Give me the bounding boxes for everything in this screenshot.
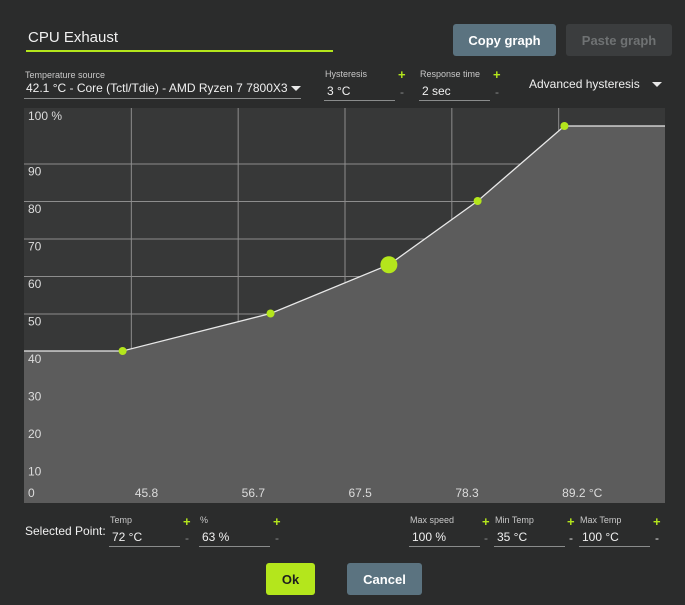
- max-speed-minus-button[interactable]: -: [484, 531, 488, 545]
- max-speed-value: 100 %: [412, 530, 447, 544]
- profile-name-input[interactable]: CPU Exhaust: [26, 28, 333, 52]
- max-temp-minus-button[interactable]: -: [655, 531, 659, 545]
- max-temp-label: Max Temp: [580, 515, 622, 525]
- temp-field[interactable]: 72 °C: [109, 529, 180, 547]
- fan-curve-chart[interactable]: 100 % 90 80 70 60 50 40 30 20 10 0 45.8 56.7 67.5 78.3…: [24, 108, 665, 503]
- selected-curve-point[interactable]: [380, 256, 398, 274]
- temperature-source-label: Temperature source: [25, 70, 106, 80]
- y-tick-label: 100 %: [28, 109, 62, 123]
- percent-plus-button[interactable]: +: [273, 514, 281, 529]
- x-tick-label: 0: [28, 486, 35, 500]
- percent-field[interactable]: 63 %: [199, 529, 270, 547]
- y-tick-label: 40: [28, 352, 42, 366]
- y-tick-label: 60: [28, 277, 42, 291]
- x-tick-label: 45.8: [135, 486, 159, 500]
- x-tick-label: 78.3: [455, 486, 479, 500]
- copy-graph-button[interactable]: Copy graph: [453, 24, 556, 56]
- y-tick-label: 90: [28, 165, 42, 179]
- response-time-label: Response time: [420, 69, 481, 79]
- hysteresis-minus-button[interactable]: -: [400, 85, 404, 99]
- x-tick-label: 56.7: [242, 486, 266, 500]
- percent-label: %: [200, 515, 209, 525]
- x-tick-label: 67.5: [349, 486, 373, 500]
- chevron-down-icon: [652, 82, 662, 87]
- advanced-hysteresis-dropdown[interactable]: Advanced hysteresis: [529, 76, 669, 94]
- hysteresis-label: Hysteresis: [325, 69, 368, 79]
- percent-minus-button[interactable]: -: [275, 531, 279, 545]
- ok-button[interactable]: Ok: [266, 563, 315, 595]
- response-time-plus-button[interactable]: +: [493, 67, 501, 82]
- y-tick-label: 30: [28, 390, 42, 404]
- y-tick-label: 50: [28, 315, 42, 329]
- y-tick-label: 80: [28, 202, 42, 216]
- cancel-button[interactable]: Cancel: [347, 563, 422, 595]
- hysteresis-plus-button[interactable]: +: [398, 67, 406, 82]
- curve-point[interactable]: [118, 347, 127, 355]
- max-speed-field[interactable]: 100 %: [409, 529, 480, 547]
- max-temp-value: 100 °C: [582, 530, 619, 544]
- hysteresis-value: 3 °C: [327, 84, 351, 98]
- response-time-minus-button[interactable]: -: [495, 85, 499, 99]
- temp-plus-button[interactable]: +: [183, 514, 191, 529]
- temperature-source-select[interactable]: 42.1 °C - Core (Tctl/Tdie) - AMD Ryzen 7…: [24, 80, 301, 99]
- response-time-field[interactable]: 2 sec: [419, 83, 490, 101]
- curve-point[interactable]: [473, 197, 482, 205]
- temp-label: Temp: [110, 515, 133, 525]
- axis-labels: 100 % 90 80 70 60 50 40 30 20 10 0 45.8 56.7 67.5 78.3…: [28, 109, 603, 500]
- temp-value: 72 °C: [112, 530, 143, 544]
- curve-point[interactable]: [266, 309, 275, 318]
- y-tick-label: 10: [28, 465, 42, 479]
- temperature-source-value: 42.1 °C - Core (Tctl/Tdie) - AMD Ryzen 7…: [26, 81, 288, 95]
- temp-minus-button[interactable]: -: [185, 531, 189, 545]
- max-temp-field[interactable]: 100 °C: [579, 529, 650, 547]
- min-temp-label: Min Temp: [495, 515, 534, 525]
- chevron-down-icon: [291, 86, 301, 91]
- max-temp-plus-button[interactable]: +: [653, 514, 661, 529]
- y-tick-label: 70: [28, 240, 42, 254]
- max-speed-label: Max speed: [410, 515, 455, 525]
- curve-point[interactable]: [560, 122, 569, 130]
- min-temp-minus-button[interactable]: -: [569, 531, 573, 545]
- selected-point-label: Selected Point:: [25, 524, 106, 538]
- x-tick-label: 89.2 °C: [562, 486, 602, 500]
- hysteresis-field[interactable]: 3 °C: [324, 83, 395, 101]
- percent-value: 63 %: [202, 530, 230, 544]
- advanced-hysteresis-label: Advanced hysteresis: [529, 77, 640, 91]
- curve-area: [24, 126, 665, 503]
- curve-points[interactable]: [118, 122, 569, 355]
- paste-graph-button[interactable]: Paste graph: [566, 24, 672, 56]
- y-tick-label: 20: [28, 427, 42, 441]
- min-temp-plus-button[interactable]: +: [567, 514, 575, 529]
- max-speed-plus-button[interactable]: +: [482, 514, 490, 529]
- min-temp-value: 35 °C: [497, 530, 528, 544]
- response-time-value: 2 sec: [422, 84, 451, 98]
- min-temp-field[interactable]: 35 °C: [494, 529, 565, 547]
